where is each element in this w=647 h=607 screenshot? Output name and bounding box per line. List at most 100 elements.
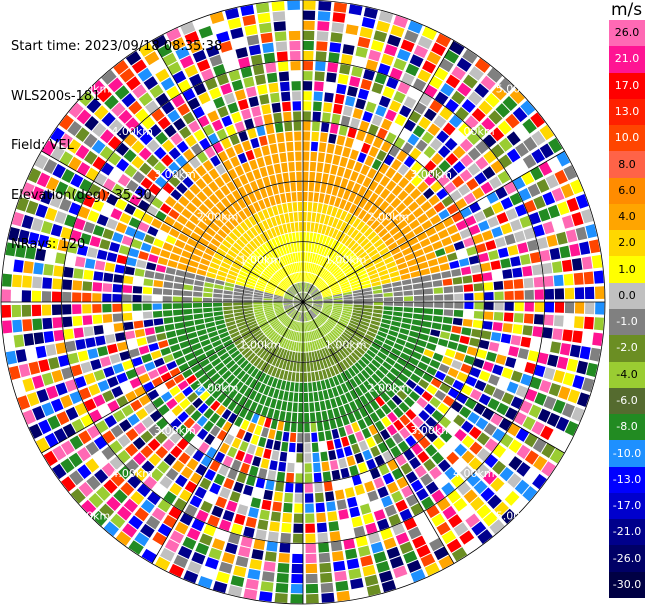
velocity-gate bbox=[138, 251, 149, 261]
velocity-gate bbox=[315, 278, 322, 286]
velocity-gate bbox=[395, 499, 408, 512]
velocity-gate bbox=[368, 123, 379, 136]
velocity-gate bbox=[445, 167, 458, 180]
colorbar-tick-label: -21.0 bbox=[612, 525, 642, 539]
velocity-gate bbox=[51, 463, 67, 480]
velocity-gate bbox=[304, 282, 306, 292]
velocity-gate bbox=[297, 413, 303, 423]
velocity-gate bbox=[337, 337, 346, 347]
velocity-gate bbox=[225, 220, 235, 231]
velocity-gate bbox=[222, 509, 235, 522]
velocity-gate bbox=[263, 294, 274, 298]
velocity-gate bbox=[259, 509, 270, 521]
velocity-gate bbox=[524, 467, 539, 483]
velocity-gate bbox=[295, 311, 300, 321]
velocity-gate bbox=[363, 380, 373, 391]
velocity-gate bbox=[295, 331, 299, 342]
velocity-gate bbox=[206, 368, 217, 378]
velocity-gate bbox=[554, 169, 568, 185]
velocity-gate bbox=[210, 238, 221, 247]
velocity-gate bbox=[571, 406, 585, 422]
velocity-gate bbox=[422, 187, 435, 200]
velocity-gate bbox=[81, 499, 97, 516]
velocity-gate bbox=[234, 284, 245, 290]
velocity-gate bbox=[520, 373, 533, 387]
velocity-gate bbox=[492, 270, 503, 280]
velocity-gate bbox=[193, 129, 206, 142]
velocity-gate bbox=[318, 542, 330, 553]
velocity-gate bbox=[187, 561, 202, 574]
velocity-gate bbox=[270, 227, 277, 238]
velocity-gate bbox=[303, 91, 312, 101]
velocity-gate bbox=[64, 214, 77, 228]
velocity-gate bbox=[319, 562, 332, 573]
velocity-gate bbox=[298, 262, 302, 272]
velocity-gate bbox=[285, 192, 292, 203]
velocity-gate bbox=[163, 317, 174, 324]
velocity-gate bbox=[179, 398, 191, 410]
velocity-gate bbox=[552, 399, 566, 414]
velocity-gate bbox=[268, 280, 278, 287]
velocity-gate bbox=[273, 274, 282, 282]
velocity-gate bbox=[133, 422, 147, 435]
velocity-gate bbox=[300, 302, 303, 312]
velocity-gate bbox=[207, 514, 220, 527]
velocity-gate bbox=[52, 317, 63, 329]
velocity-gate bbox=[300, 352, 303, 362]
velocity-gate bbox=[293, 331, 297, 341]
velocity-gate bbox=[131, 140, 145, 154]
velocity-gate bbox=[423, 349, 435, 358]
velocity-gate bbox=[323, 298, 333, 301]
velocity-gate bbox=[368, 180, 379, 192]
velocity-gate bbox=[178, 195, 190, 207]
velocity-gate bbox=[400, 39, 415, 53]
velocity-gate bbox=[313, 298, 323, 301]
velocity-gate bbox=[203, 408, 215, 419]
velocity-gate bbox=[331, 312, 341, 318]
velocity-gate bbox=[386, 424, 398, 436]
colorbar-swatch bbox=[609, 282, 645, 310]
velocity-gate bbox=[397, 220, 408, 230]
velocity-gate bbox=[76, 109, 92, 125]
velocity-gate bbox=[423, 108, 437, 122]
velocity-gate bbox=[327, 62, 339, 73]
range-ring-label: 1.00km bbox=[240, 253, 282, 266]
velocity-gate bbox=[101, 446, 115, 461]
velocity-gate bbox=[167, 337, 179, 346]
velocity-gate bbox=[251, 269, 261, 277]
velocity-gate bbox=[396, 48, 411, 62]
velocity-gate bbox=[364, 574, 379, 587]
velocity-gate bbox=[318, 234, 324, 244]
velocity-gate bbox=[355, 329, 366, 337]
velocity-gate bbox=[21, 304, 32, 317]
velocity-gate bbox=[360, 255, 370, 263]
velocity-gate bbox=[124, 330, 136, 340]
velocity-gate bbox=[307, 262, 311, 273]
velocity-gate bbox=[364, 155, 375, 167]
velocity-gate bbox=[240, 267, 251, 275]
velocity-gate bbox=[353, 307, 363, 311]
velocity-gate bbox=[253, 487, 264, 499]
velocity-gate bbox=[318, 327, 325, 337]
velocity-gate bbox=[315, 254, 321, 264]
velocity-gate bbox=[480, 262, 491, 272]
velocity-gate bbox=[164, 379, 177, 390]
velocity-gate bbox=[466, 246, 477, 256]
velocity-gate bbox=[133, 208, 145, 220]
velocity-gate bbox=[339, 335, 348, 344]
velocity-gate bbox=[112, 409, 126, 423]
velocity-gate bbox=[268, 240, 275, 250]
velocity-gate bbox=[260, 458, 270, 469]
colorbar-tick-label: -6.0 bbox=[616, 393, 638, 407]
velocity-gate bbox=[228, 328, 239, 335]
velocity-gate bbox=[409, 330, 420, 338]
velocity-gate bbox=[259, 233, 267, 243]
velocity-gate bbox=[183, 189, 195, 201]
velocity-gate bbox=[546, 234, 558, 248]
velocity-gate bbox=[353, 232, 363, 242]
velocity-gate bbox=[155, 131, 168, 145]
range-ring-label: 5.00km bbox=[496, 82, 538, 95]
velocity-gate bbox=[391, 185, 403, 196]
velocity-gate bbox=[515, 385, 528, 398]
velocity-gate bbox=[203, 524, 217, 537]
